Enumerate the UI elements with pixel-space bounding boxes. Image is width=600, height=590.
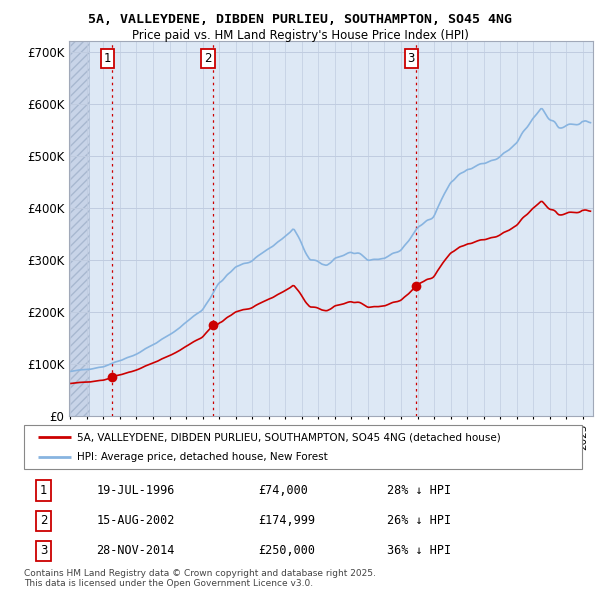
Text: 5A, VALLEYDENE, DIBDEN PURLIEU, SOUTHAMPTON, SO45 4NG: 5A, VALLEYDENE, DIBDEN PURLIEU, SOUTHAMP… (88, 13, 512, 26)
Text: £174,999: £174,999 (259, 514, 316, 527)
FancyBboxPatch shape (24, 425, 582, 469)
Text: £74,000: £74,000 (259, 484, 308, 497)
Text: This data is licensed under the Open Government Licence v3.0.: This data is licensed under the Open Gov… (24, 579, 313, 588)
Text: 5A, VALLEYDENE, DIBDEN PURLIEU, SOUTHAMPTON, SO45 4NG (detached house): 5A, VALLEYDENE, DIBDEN PURLIEU, SOUTHAMP… (77, 432, 501, 442)
Text: 28% ↓ HPI: 28% ↓ HPI (387, 484, 451, 497)
Text: 3: 3 (40, 545, 47, 558)
Text: 1: 1 (104, 52, 111, 65)
Text: 3: 3 (407, 52, 415, 65)
Text: 2: 2 (40, 514, 47, 527)
Text: £250,000: £250,000 (259, 545, 316, 558)
Bar (69, 41, 89, 416)
Text: 15-AUG-2002: 15-AUG-2002 (97, 514, 175, 527)
Text: 28-NOV-2014: 28-NOV-2014 (97, 545, 175, 558)
Text: 36% ↓ HPI: 36% ↓ HPI (387, 545, 451, 558)
Text: 19-JUL-1996: 19-JUL-1996 (97, 484, 175, 497)
Text: Price paid vs. HM Land Registry's House Price Index (HPI): Price paid vs. HM Land Registry's House … (131, 30, 469, 42)
Text: 2: 2 (204, 52, 212, 65)
Text: Contains HM Land Registry data © Crown copyright and database right 2025.: Contains HM Land Registry data © Crown c… (24, 569, 376, 578)
Text: HPI: Average price, detached house, New Forest: HPI: Average price, detached house, New … (77, 452, 328, 461)
Text: 1: 1 (40, 484, 47, 497)
Text: 26% ↓ HPI: 26% ↓ HPI (387, 514, 451, 527)
